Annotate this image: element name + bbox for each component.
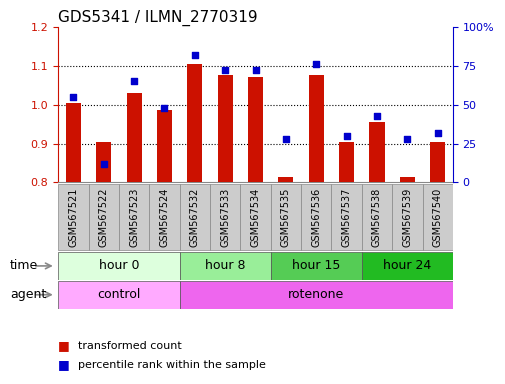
- FancyBboxPatch shape: [391, 184, 422, 250]
- FancyBboxPatch shape: [179, 184, 210, 250]
- Bar: [369, 122, 384, 182]
- Bar: [217, 76, 232, 182]
- Point: [190, 52, 198, 58]
- Text: GSM567535: GSM567535: [280, 187, 290, 247]
- Text: GSM567533: GSM567533: [220, 187, 230, 247]
- Bar: [338, 142, 354, 182]
- Bar: [126, 93, 141, 182]
- FancyBboxPatch shape: [179, 281, 452, 309]
- FancyBboxPatch shape: [361, 184, 391, 250]
- Text: GSM567532: GSM567532: [189, 187, 199, 247]
- Text: hour 8: hour 8: [205, 260, 245, 272]
- Text: hour 0: hour 0: [98, 260, 139, 272]
- Bar: [187, 64, 202, 182]
- Point: [312, 61, 320, 67]
- FancyBboxPatch shape: [240, 184, 270, 250]
- FancyBboxPatch shape: [179, 252, 270, 280]
- Bar: [247, 77, 263, 182]
- Bar: [399, 177, 414, 182]
- Text: GDS5341 / ILMN_2770319: GDS5341 / ILMN_2770319: [58, 9, 258, 25]
- Text: GSM567523: GSM567523: [129, 187, 139, 247]
- Point: [99, 161, 108, 167]
- Bar: [157, 111, 172, 182]
- FancyBboxPatch shape: [422, 184, 452, 250]
- Text: GSM567534: GSM567534: [250, 187, 260, 247]
- Text: control: control: [97, 288, 140, 301]
- Text: agent: agent: [10, 288, 46, 301]
- Bar: [96, 142, 111, 182]
- Text: GSM567536: GSM567536: [311, 187, 321, 247]
- Text: GSM567539: GSM567539: [401, 187, 412, 247]
- Point: [69, 94, 77, 100]
- Text: rotenone: rotenone: [287, 288, 344, 301]
- Text: transformed count: transformed count: [78, 341, 182, 351]
- Point: [433, 129, 441, 136]
- FancyBboxPatch shape: [119, 184, 149, 250]
- FancyBboxPatch shape: [270, 252, 361, 280]
- FancyBboxPatch shape: [331, 184, 361, 250]
- Text: ■: ■: [58, 339, 70, 352]
- Text: GSM567524: GSM567524: [159, 187, 169, 247]
- Bar: [308, 76, 323, 182]
- FancyBboxPatch shape: [361, 252, 452, 280]
- Text: hour 15: hour 15: [291, 260, 340, 272]
- Point: [342, 132, 350, 139]
- Bar: [278, 177, 293, 182]
- FancyBboxPatch shape: [149, 184, 179, 250]
- Point: [402, 136, 411, 142]
- Text: time: time: [10, 260, 38, 272]
- FancyBboxPatch shape: [210, 184, 240, 250]
- Text: ■: ■: [58, 358, 70, 371]
- FancyBboxPatch shape: [58, 184, 88, 250]
- Point: [160, 105, 168, 111]
- Text: GSM567521: GSM567521: [68, 187, 78, 247]
- FancyBboxPatch shape: [88, 184, 119, 250]
- Bar: [429, 142, 444, 182]
- Point: [251, 67, 259, 73]
- Point: [221, 67, 229, 73]
- Point: [130, 78, 138, 84]
- Text: percentile rank within the sample: percentile rank within the sample: [78, 360, 266, 370]
- Text: GSM567522: GSM567522: [98, 187, 109, 247]
- Text: GSM567540: GSM567540: [432, 187, 442, 247]
- FancyBboxPatch shape: [300, 184, 331, 250]
- Bar: [66, 103, 81, 182]
- FancyBboxPatch shape: [58, 281, 179, 309]
- Text: GSM567538: GSM567538: [371, 187, 381, 247]
- Point: [372, 113, 380, 119]
- FancyBboxPatch shape: [270, 184, 300, 250]
- FancyBboxPatch shape: [58, 252, 179, 280]
- Text: GSM567537: GSM567537: [341, 187, 351, 247]
- Point: [281, 136, 289, 142]
- Text: hour 24: hour 24: [382, 260, 431, 272]
